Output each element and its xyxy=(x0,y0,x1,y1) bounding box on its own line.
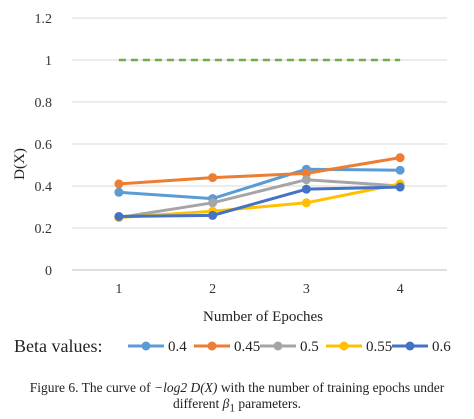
x-tick-label: 3 xyxy=(303,282,310,297)
legend-item: 0.6 xyxy=(392,339,451,355)
figure-caption: Figure 6. The curve of −log2 D(X) with t… xyxy=(0,380,474,417)
data-point xyxy=(114,179,124,189)
y-tick-label: 1.2 xyxy=(35,12,53,27)
data-point xyxy=(301,168,311,178)
series-line xyxy=(118,182,401,219)
gridlines xyxy=(72,17,447,271)
data-point xyxy=(208,198,218,208)
legend-label: 0.45 xyxy=(234,339,260,355)
y-tick-label: 0.2 xyxy=(35,222,53,237)
caption-math-2: β xyxy=(222,396,230,411)
data-point xyxy=(301,184,311,194)
legend-swatch-marker xyxy=(405,341,415,351)
series-lines xyxy=(114,153,405,222)
data-point xyxy=(208,210,218,220)
caption-text-1a: Figure 6. The curve of xyxy=(29,380,154,395)
series-4 xyxy=(114,182,405,221)
data-point xyxy=(208,173,218,183)
caption-line-1: Figure 6. The curve of −log2 D(X) with t… xyxy=(0,380,474,396)
x-tick-label: 4 xyxy=(397,282,404,297)
y-tick-label: 1 xyxy=(45,54,52,69)
data-point xyxy=(395,165,405,175)
series-line xyxy=(118,156,401,186)
y-tick-label: 0.6 xyxy=(35,138,53,153)
series-line xyxy=(118,167,401,201)
y-tick-label: 0.8 xyxy=(35,96,53,111)
legend-swatch-marker xyxy=(207,341,217,351)
x-axis-ticks: 1 2 3 4 xyxy=(115,282,403,297)
legend-swatch-marker xyxy=(339,341,349,351)
series-1 xyxy=(114,153,405,189)
caption-text-1b: with the number of training epochs under xyxy=(217,380,445,395)
data-point xyxy=(114,211,124,221)
x-axis-label: Number of Epoches xyxy=(203,309,323,325)
legend-title: Beta values: xyxy=(14,336,102,356)
y-axis-ticks: 0 0.2 0.4 0.6 0.8 1 1.2 xyxy=(35,12,53,279)
legend-swatch-marker xyxy=(141,341,151,351)
legend-label: 0.55 xyxy=(366,339,392,355)
caption-math-subscript: 1 xyxy=(229,402,235,415)
legend-item: 0.55 xyxy=(326,339,392,355)
legend-item: 0.4 xyxy=(128,339,187,355)
y-axis-label: D(X) xyxy=(12,148,28,180)
caption-text-2b: parameters. xyxy=(235,396,301,411)
caption-text-2a: different xyxy=(173,396,223,411)
y-tick-label: 0.4 xyxy=(35,180,53,195)
caption-line-2: different β1 parameters. xyxy=(0,396,474,417)
x-tick-label: 1 xyxy=(115,282,122,297)
legend-item: 0.45 xyxy=(194,339,260,355)
legend-item: 0.5 xyxy=(260,339,319,355)
legend: Beta values: 0.4 0.45 0.5 0.55 0.6 xyxy=(14,336,451,356)
data-point xyxy=(301,175,311,185)
series-line xyxy=(118,178,401,219)
legend-label: 0.6 xyxy=(432,339,451,355)
data-point xyxy=(395,182,405,192)
data-point xyxy=(114,187,124,197)
legend-swatch-marker xyxy=(273,341,283,351)
series-line xyxy=(118,185,401,218)
data-point xyxy=(395,153,405,163)
data-point xyxy=(301,198,311,208)
legend-label: 0.5 xyxy=(300,339,319,355)
legend-label: 0.4 xyxy=(168,339,187,355)
x-tick-label: 2 xyxy=(209,282,216,297)
y-tick-label: 0 xyxy=(45,264,52,279)
caption-math-1: −log2 D(X) xyxy=(153,380,218,395)
